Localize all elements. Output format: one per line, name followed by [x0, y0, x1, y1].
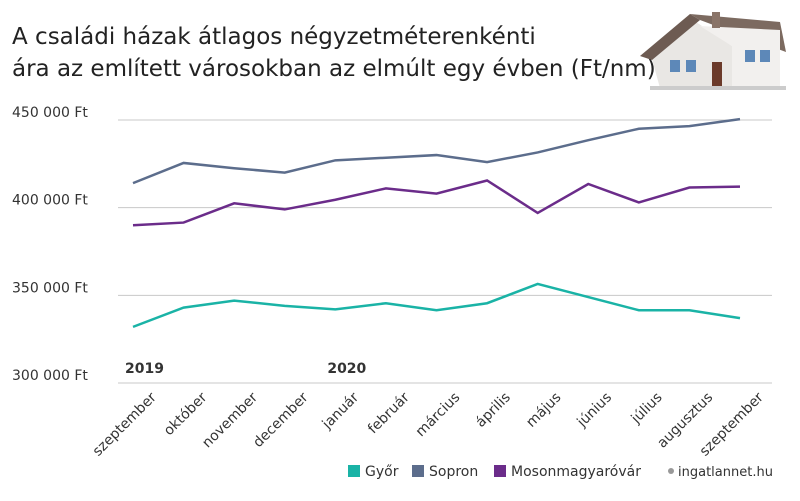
x-tick-label: október	[161, 389, 211, 439]
x-tick-label: május	[523, 390, 564, 431]
legend-swatch	[412, 465, 424, 477]
source-dot	[668, 468, 674, 474]
x-tick-label: március	[413, 390, 464, 441]
house-icon	[640, 12, 786, 90]
year-label: 2019	[125, 361, 164, 377]
x-tick-label: április	[473, 390, 514, 431]
y-tick-label: 450 000 Ft	[12, 105, 88, 121]
x-tick-label: február	[365, 389, 413, 437]
legend-label: Sopron	[429, 464, 478, 480]
legend-label: Győr	[365, 464, 399, 480]
x-tick-label: június	[574, 390, 616, 432]
x-tick-label: szeptember	[90, 389, 160, 459]
legend-label: Mosonmagyaróvár	[511, 464, 641, 480]
x-tick-label: július	[628, 390, 666, 428]
x-tick-label: december	[250, 389, 311, 450]
legend-swatch	[348, 465, 360, 477]
legend-swatch	[494, 465, 506, 477]
source: ingatlannet.hu	[678, 465, 773, 480]
chart-title: A családi házak átlagos négyzetméterenké…	[12, 24, 656, 82]
year-label: 2020	[327, 361, 366, 377]
y-tick-label: 300 000 Ft	[12, 368, 88, 384]
y-tick-label: 350 000 Ft	[12, 280, 88, 296]
x-tick-label: január	[319, 389, 363, 433]
series-line	[132, 179, 741, 227]
y-tick-label: 400 000 Ft	[12, 193, 88, 209]
series-line	[132, 117, 741, 185]
series-line	[132, 282, 741, 329]
